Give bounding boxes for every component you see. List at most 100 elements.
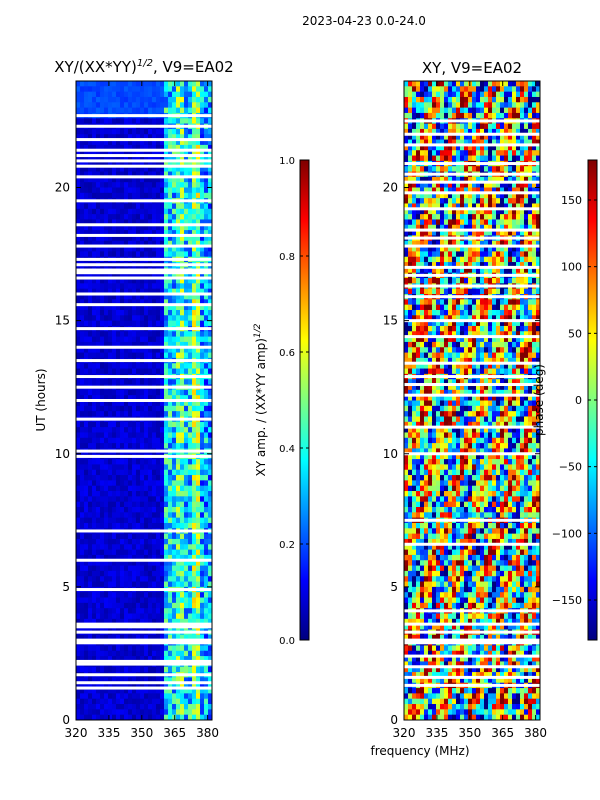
amplitude-cell (92, 491, 97, 497)
amplitude-cell (80, 592, 85, 598)
amplitude-cell (152, 315, 157, 321)
amplitude-cell (176, 470, 181, 476)
phase-cell (436, 113, 441, 119)
amplitude-cell (172, 443, 177, 449)
amplitude-cell (116, 108, 121, 114)
amplitude-cell (188, 598, 193, 604)
amplitude-cell (168, 331, 173, 337)
amplitude-cell (200, 534, 205, 540)
amplitude-cell (192, 310, 197, 316)
amplitude-cell (140, 118, 145, 124)
phase-cell (516, 113, 521, 119)
phase-cell (528, 156, 533, 162)
amplitude-cell (120, 614, 125, 620)
phase-cell (500, 156, 505, 162)
amplitude-cell (148, 550, 153, 556)
amplitude-cell (180, 534, 185, 540)
amplitude-cell (160, 614, 165, 620)
amplitude-cell (140, 209, 145, 215)
amplitude-cell (84, 464, 89, 470)
amplitude-cell (192, 390, 197, 396)
amplitude-cell (160, 182, 165, 188)
amplitude-cell (188, 582, 193, 588)
amplitude-cell (164, 209, 169, 215)
phase-cell (412, 86, 417, 92)
amplitude-cell (192, 534, 197, 540)
amplitude-cell (200, 182, 205, 188)
amplitude-cell (144, 550, 149, 556)
amplitude-cell (96, 544, 101, 550)
amplitude-cell (108, 422, 113, 428)
phase-cell (424, 81, 429, 87)
amplitude-cell (168, 193, 173, 199)
amplitude-cell (100, 480, 105, 486)
amplitude-cell (132, 92, 137, 98)
amplitude-cell (172, 315, 177, 321)
amplitude-cell (184, 188, 189, 194)
amplitude-cell (132, 651, 137, 657)
amplitude-cell (160, 102, 165, 108)
amplitude-cell (192, 544, 197, 550)
amplitude-cell (112, 496, 117, 502)
amplitude-cell (196, 491, 201, 497)
amplitude-cell (144, 693, 149, 699)
amplitude-cell (204, 427, 209, 433)
amplitude-cell (192, 203, 197, 209)
amplitude-cell (108, 651, 113, 657)
amplitude-gap-line (76, 175, 212, 178)
amplitude-cell (172, 470, 177, 476)
phase-cell (472, 97, 477, 103)
amplitude-cell (192, 427, 197, 433)
amplitude-cell (164, 459, 169, 465)
amplitude-cell (80, 422, 85, 428)
phase-cell (504, 166, 509, 172)
phase-cell (436, 198, 441, 204)
amplitude-cell (96, 614, 101, 620)
amplitude-cell (76, 608, 81, 614)
amplitude-cell (204, 523, 209, 529)
amplitude-cell (188, 129, 193, 135)
amplitude-cell (144, 363, 149, 369)
amplitude-cell (84, 603, 89, 609)
amplitude-cell (88, 582, 93, 588)
amplitude-cell (80, 321, 85, 327)
amplitude-cell (108, 480, 113, 486)
amplitude-cell (204, 379, 209, 385)
amplitude-cell (180, 92, 185, 98)
phase-cell (492, 156, 497, 162)
amplitude-cell (84, 480, 89, 486)
amplitude-cell (104, 614, 109, 620)
amplitude-cell (160, 129, 165, 135)
amplitude-cell (156, 534, 161, 540)
amplitude-cell (204, 203, 209, 209)
amplitude-cell (184, 97, 189, 103)
amplitude-cell (120, 544, 125, 550)
amplitude-cell (180, 651, 185, 657)
phase-cell (528, 150, 533, 156)
phase-cell (404, 86, 409, 92)
amplitude-cell (160, 699, 165, 705)
amplitude-cell (148, 614, 153, 620)
phase-cell (440, 97, 445, 103)
amplitude-cell (172, 598, 177, 604)
amplitude-cell (200, 422, 205, 428)
amplitude-cell (176, 406, 181, 412)
amplitude-cell (164, 86, 169, 92)
amplitude-cell (188, 592, 193, 598)
amplitude-cell (204, 576, 209, 582)
amplitude-cell (104, 427, 109, 433)
amplitude-cell (84, 193, 89, 199)
amplitude-cell (104, 369, 109, 375)
amplitude-cell (200, 598, 205, 604)
amplitude-cell (92, 480, 97, 486)
amplitude-cell (156, 507, 161, 513)
amplitude-cell (108, 614, 113, 620)
amplitude-cell (128, 203, 133, 209)
phase-cell (404, 92, 409, 98)
phase-cell (404, 124, 409, 130)
phase-cell (436, 108, 441, 114)
amplitude-cell (192, 363, 197, 369)
amplitude-cell (180, 97, 185, 103)
amplitude-cell (96, 432, 101, 438)
amplitude-cell (132, 592, 137, 598)
